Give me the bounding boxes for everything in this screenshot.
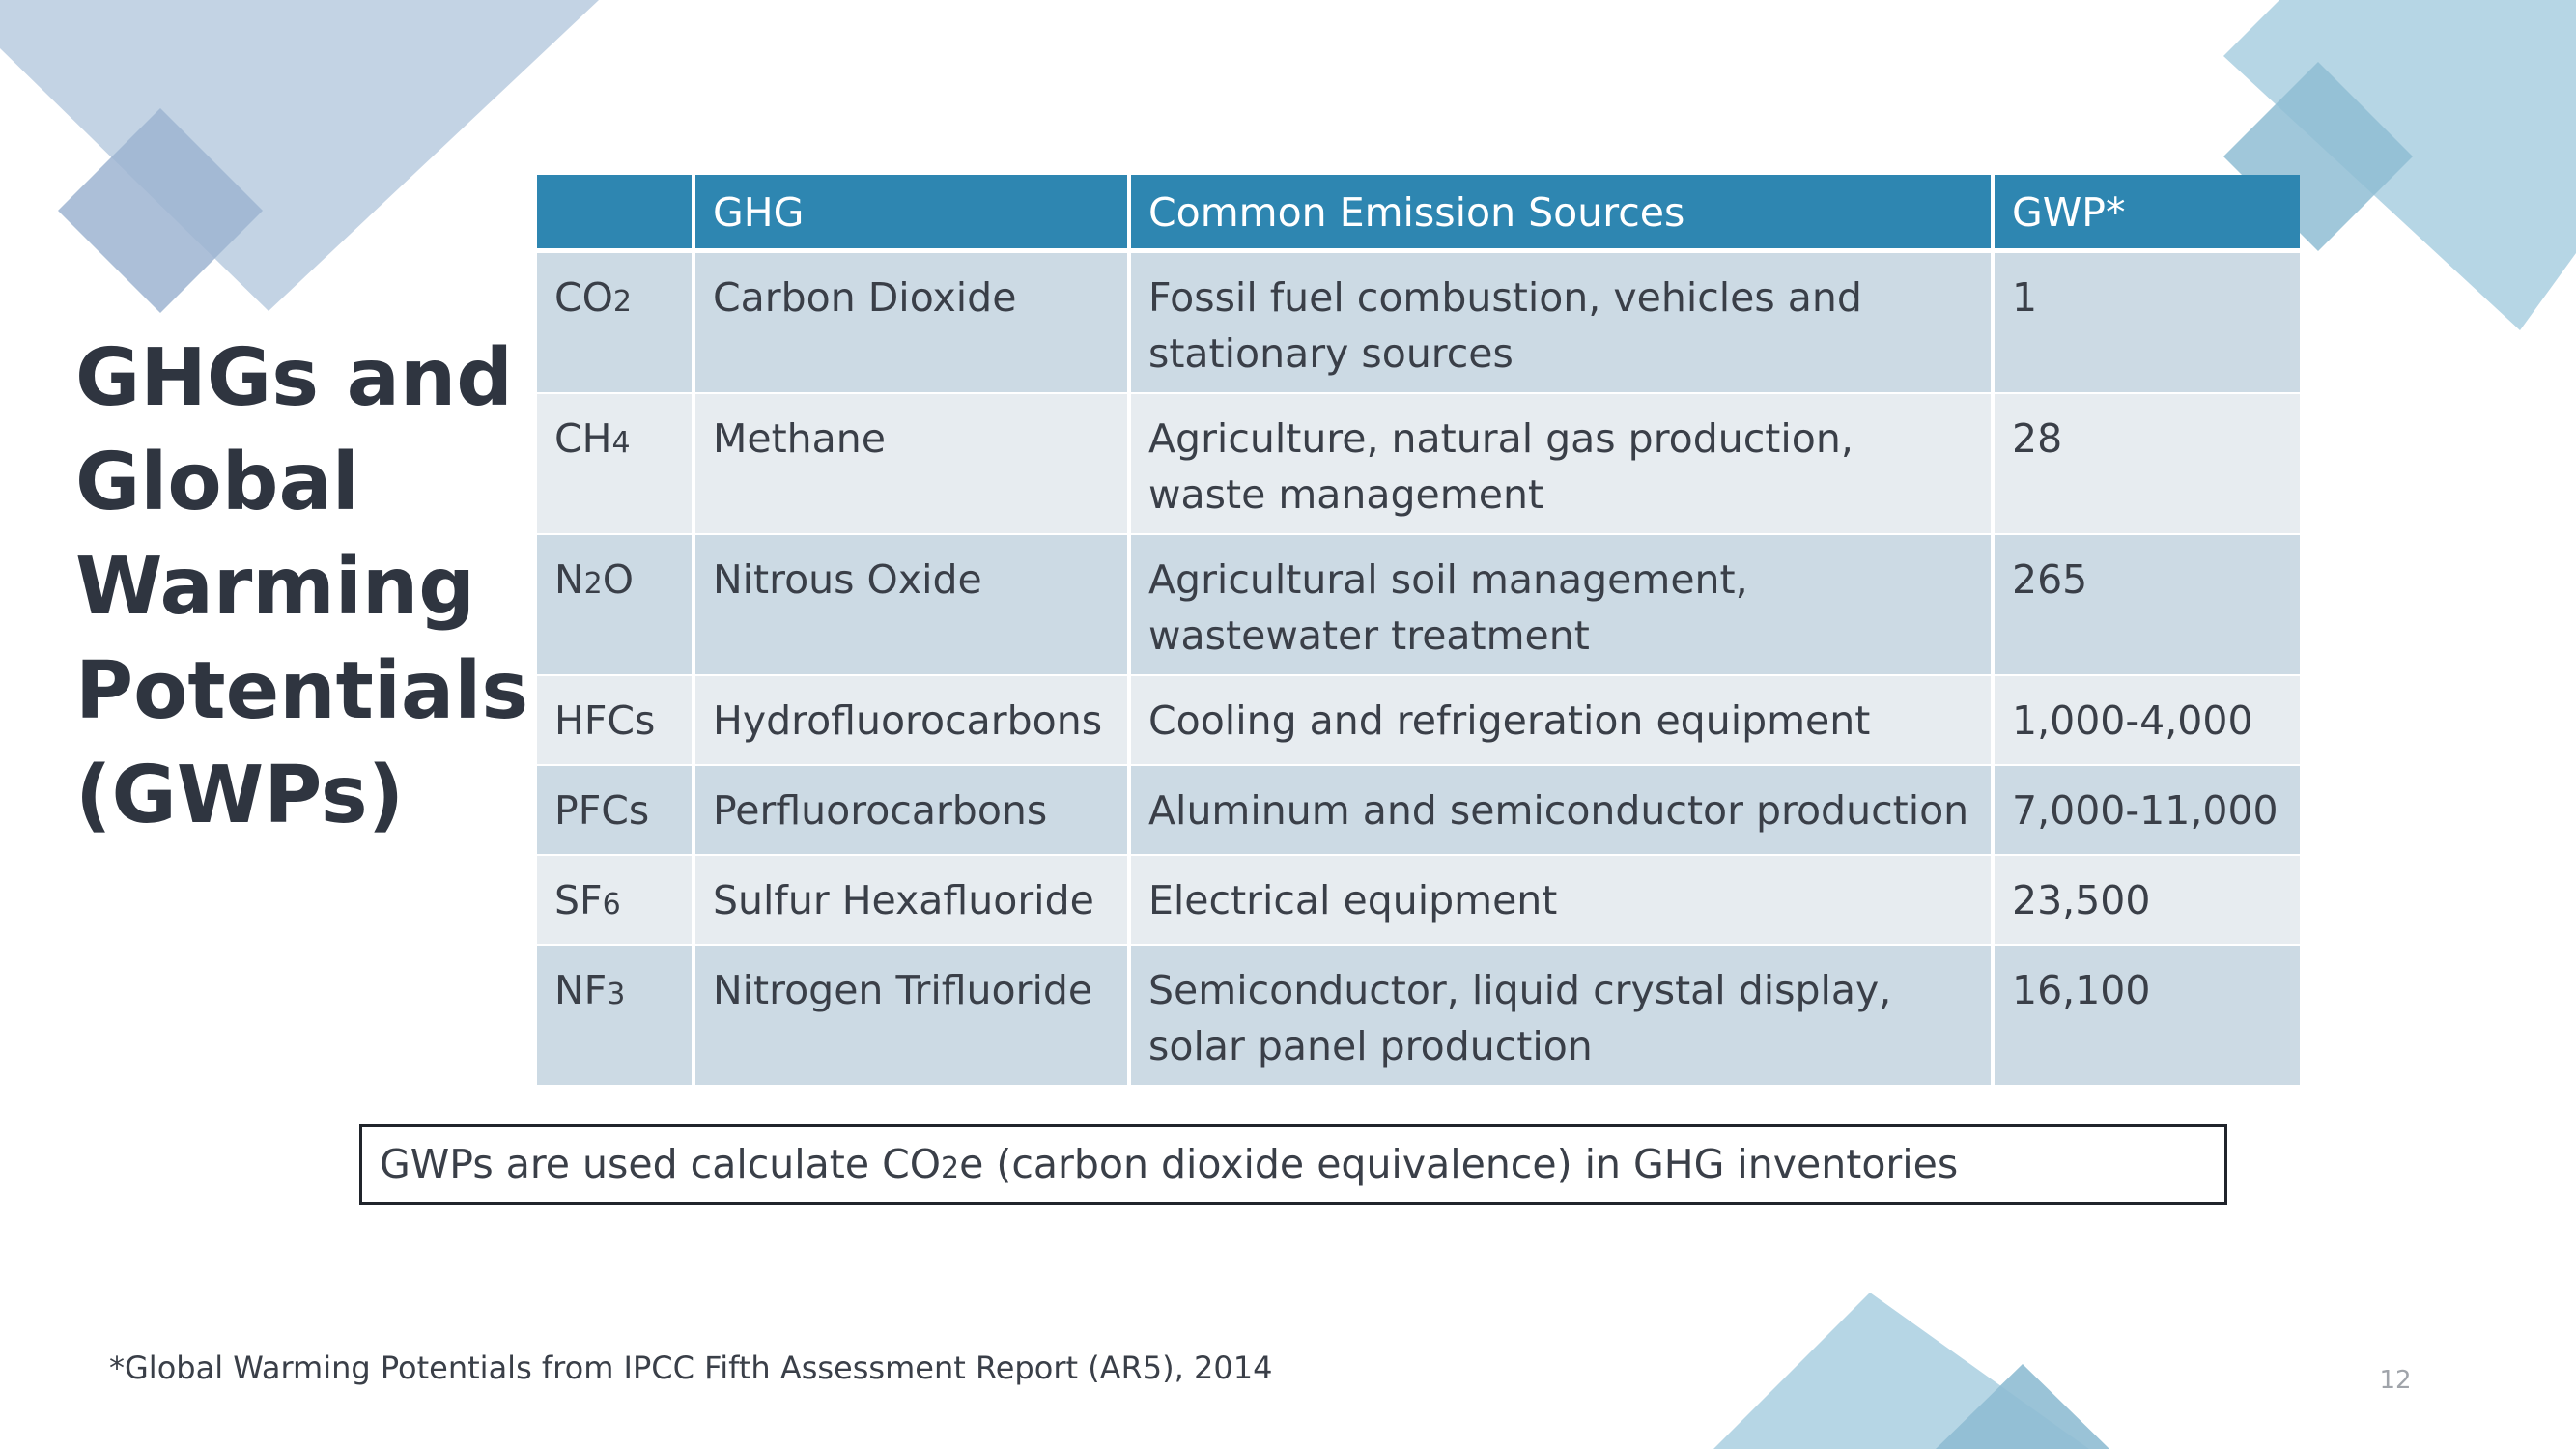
sources-cell: Cooling and refrigeration equipment — [1127, 674, 1995, 766]
formula-cell: CO2 — [537, 249, 695, 394]
title-line: Global — [75, 437, 359, 528]
title-line: (GWPs) — [75, 750, 405, 841]
gas-name-cell: Nitrogen Trifluoride — [692, 944, 1131, 1087]
gas-name-cell: Sulfur Hexafluoride — [692, 854, 1131, 946]
formula-subscript: 3 — [607, 978, 626, 1011]
footnote: *Global Warming Potentials from IPCC Fif… — [109, 1350, 1273, 1386]
gwp-cell: 7,000-11,000 — [1991, 764, 2300, 856]
formula-subscript: 2 — [583, 567, 603, 601]
table-row: NF3 Nitrogen Trifluoride Semiconductor, … — [537, 944, 2300, 1087]
header-formula — [537, 175, 695, 253]
formula-cell: HFCs — [537, 674, 695, 766]
sources-cell: Aluminum and semiconductor production — [1127, 764, 1995, 856]
gwp-cell: 1,000-4,000 — [1991, 674, 2300, 766]
formula-text: PFCs — [554, 787, 650, 834]
table-row: CH4 Methane Agriculture, natural gas pro… — [537, 392, 2300, 535]
sources-cell: Electrical equipment — [1127, 854, 1995, 946]
title-line: Potentials — [75, 645, 529, 737]
sources-cell: Agricultural soil management, wastewater… — [1127, 533, 1995, 676]
gwp-cell: 16,100 — [1991, 944, 2300, 1087]
formula-cell: SF6 — [537, 854, 695, 946]
note-subscript: 2 — [941, 1151, 960, 1185]
formula-text: SF — [554, 877, 603, 923]
gas-name-cell: Nitrous Oxide — [692, 533, 1131, 676]
table-row: HFCs Hydrofluorocarbons Cooling and refr… — [537, 674, 2300, 766]
co2e-note-box: GWPs are used calculate CO2e (carbon dio… — [359, 1124, 2227, 1205]
title-line: Warming — [75, 541, 475, 633]
gas-name-cell: Perfluorocarbons — [692, 764, 1131, 856]
gas-name-cell: Carbon Dioxide — [692, 249, 1131, 394]
formula-text: CH — [554, 415, 612, 462]
formula-subscript: 4 — [611, 426, 631, 460]
bottom-right-small-triangle-shape — [1936, 1364, 2109, 1449]
note-text-end: e (carbon dioxide equivalence) in GHG in… — [959, 1141, 1959, 1187]
formula-subscript: 2 — [612, 285, 632, 319]
formula-subscript: 6 — [602, 888, 621, 922]
formula-cell: N2O — [537, 533, 695, 676]
table-row: N2O Nitrous Oxide Agricultural soil mana… — [537, 533, 2300, 676]
formula-cell: PFCs — [537, 764, 695, 856]
gwp-cell: 23,500 — [1991, 854, 2300, 946]
formula-text: HFCs — [554, 697, 656, 744]
table-header-row: GHG Common Emission Sources GWP* — [537, 175, 2300, 253]
note-text-start: GWPs are used calculate CO — [380, 1141, 942, 1187]
gwp-cell: 265 — [1991, 533, 2300, 676]
slide-title: GHGs and Global Warming Potentials (GWPs… — [75, 327, 529, 848]
formula-cell: NF3 — [537, 944, 695, 1087]
header-gwp: GWP* — [1991, 175, 2300, 253]
page-number: 12 — [2379, 1366, 2412, 1395]
formula-text: NF — [554, 967, 608, 1013]
sources-cell: Fossil fuel combustion, vehicles and sta… — [1127, 249, 1995, 394]
formula-text: N — [554, 556, 584, 603]
table-row: SF6 Sulfur Hexafluoride Electrical equip… — [537, 854, 2300, 946]
sources-cell: Semiconductor, liquid crystal display, s… — [1127, 944, 1995, 1087]
header-sources: Common Emission Sources — [1127, 175, 1995, 253]
header-ghg: GHG — [692, 175, 1131, 253]
sources-cell: Agriculture, natural gas production, was… — [1127, 392, 1995, 535]
top-left-diamond-shape — [58, 108, 263, 313]
gwp-cell: 1 — [1991, 249, 2300, 394]
formula-tail: O — [602, 556, 635, 603]
gwp-cell: 28 — [1991, 392, 2300, 535]
formula-text: CO — [554, 274, 613, 321]
gas-name-cell: Hydrofluorocarbons — [692, 674, 1131, 766]
top-left-triangle-shape — [0, 0, 599, 311]
table-row: PFCs Perfluorocarbons Aluminum and semic… — [537, 764, 2300, 856]
gas-name-cell: Methane — [692, 392, 1131, 535]
table-row: CO2 Carbon Dioxide Fossil fuel combustio… — [537, 249, 2300, 394]
ghg-table: GHG Common Emission Sources GWP* CO2 Car… — [537, 175, 2300, 1087]
title-line: GHGs and — [75, 332, 514, 424]
formula-cell: CH4 — [537, 392, 695, 535]
